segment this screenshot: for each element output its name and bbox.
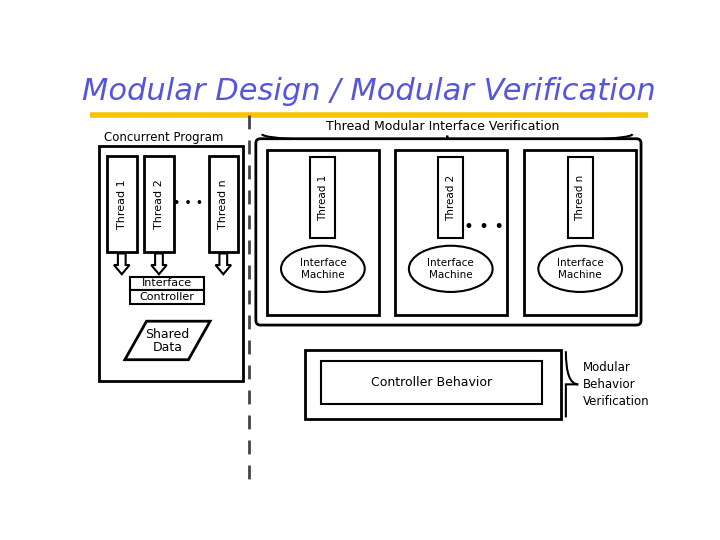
Bar <box>524 150 636 315</box>
Text: Shared: Shared <box>145 328 189 341</box>
Text: Interface: Interface <box>142 279 192 288</box>
Bar <box>568 157 593 238</box>
Ellipse shape <box>409 246 492 292</box>
Text: Interface: Interface <box>557 258 603 268</box>
Ellipse shape <box>539 246 622 292</box>
Text: • • •: • • • <box>464 218 504 235</box>
Text: Interface: Interface <box>300 258 346 268</box>
Bar <box>310 157 336 238</box>
Text: Thread Modular Interface Verification: Thread Modular Interface Verification <box>326 119 559 132</box>
Text: Thread n: Thread n <box>218 179 228 228</box>
Bar <box>130 291 204 304</box>
Text: • • •: • • • <box>174 197 204 210</box>
Text: Interface: Interface <box>428 258 474 268</box>
Ellipse shape <box>281 246 365 292</box>
Text: Modular Design / Modular Verification: Modular Design / Modular Verification <box>82 77 656 106</box>
Bar <box>209 156 238 252</box>
Bar <box>99 146 243 381</box>
Polygon shape <box>125 321 210 360</box>
Bar <box>130 276 204 291</box>
Bar <box>107 156 137 252</box>
Text: Thread n: Thread n <box>575 174 585 221</box>
Text: Thread 2: Thread 2 <box>154 179 164 228</box>
Bar <box>266 150 379 315</box>
Bar <box>321 361 542 403</box>
Text: Concurrent Program: Concurrent Program <box>104 131 223 144</box>
Text: Controller: Controller <box>140 292 194 302</box>
Text: Controller Behavior: Controller Behavior <box>371 376 492 389</box>
Text: Thread 1: Thread 1 <box>318 174 328 221</box>
Polygon shape <box>151 253 167 274</box>
Bar <box>395 150 507 315</box>
Text: Machine: Machine <box>301 270 345 280</box>
Text: Machine: Machine <box>559 270 602 280</box>
Polygon shape <box>114 253 130 274</box>
Bar <box>144 156 174 252</box>
Polygon shape <box>215 253 231 274</box>
Bar <box>305 350 561 419</box>
FancyBboxPatch shape <box>256 139 641 325</box>
Text: Data: Data <box>153 341 182 354</box>
Text: Thread 2: Thread 2 <box>446 174 456 221</box>
Bar <box>438 157 463 238</box>
Text: Thread 1: Thread 1 <box>117 179 127 228</box>
Text: Modular
Behavior
Verification: Modular Behavior Verification <box>583 361 649 408</box>
Text: Machine: Machine <box>429 270 472 280</box>
